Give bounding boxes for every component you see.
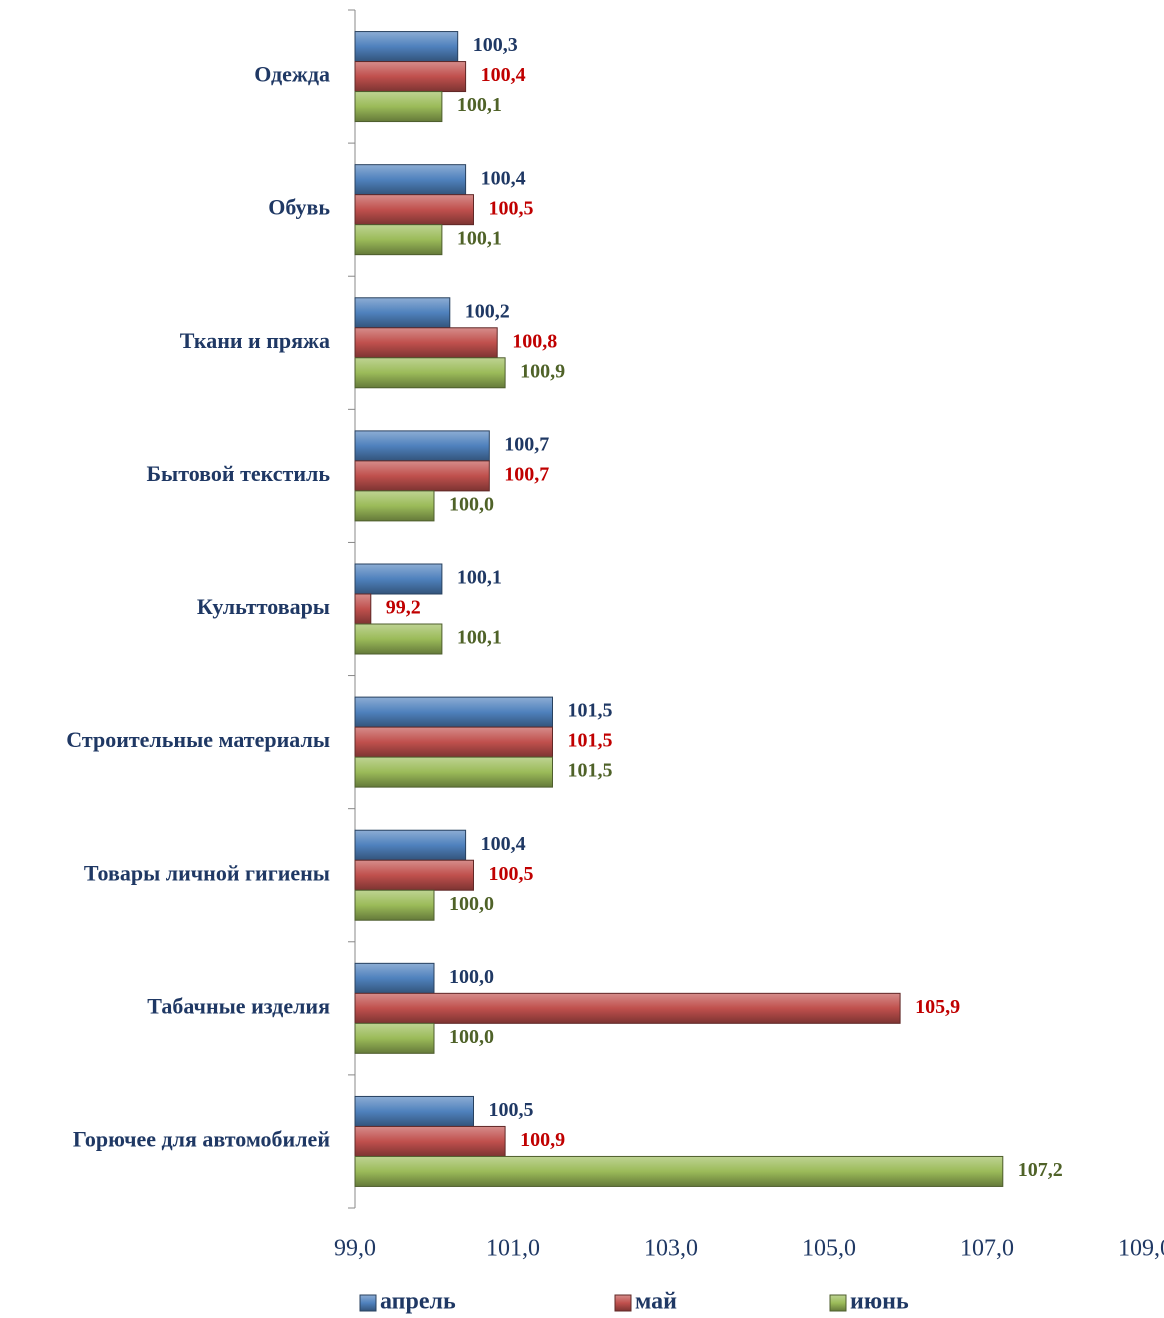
bar — [354, 1022, 435, 1054]
value-label: 100,0 — [449, 966, 494, 988]
bar — [354, 357, 506, 389]
x-tick-label: 101,0 — [486, 1236, 540, 1262]
value-label: 100,0 — [449, 1026, 494, 1048]
category-label: Культтовары — [197, 594, 330, 619]
bar — [354, 962, 435, 994]
bar — [354, 859, 474, 891]
bar — [354, 563, 443, 595]
x-tick-label: 99,0 — [334, 1236, 376, 1262]
bar — [354, 460, 490, 492]
legend-swatch — [829, 1294, 847, 1312]
bar — [354, 1155, 1004, 1187]
bar — [354, 61, 467, 93]
value-label: 101,5 — [568, 700, 613, 722]
value-label: 100,0 — [449, 893, 494, 915]
value-label: 100,4 — [481, 64, 526, 86]
value-label: 100,8 — [512, 330, 557, 352]
bar — [354, 593, 372, 625]
value-label: 99,2 — [386, 597, 421, 619]
bar — [354, 726, 553, 758]
legend-swatch — [359, 1294, 377, 1312]
value-label: 105,9 — [915, 996, 960, 1018]
value-label: 100,7 — [504, 433, 549, 455]
value-label: 100,0 — [449, 493, 494, 515]
category-label: Ткани и пряжа — [180, 328, 330, 353]
bar — [354, 829, 467, 861]
category-label: Горючее для автомобилей — [73, 1126, 330, 1151]
value-label: 100,5 — [489, 1099, 534, 1121]
value-label: 100,1 — [457, 94, 502, 116]
value-label: 100,4 — [481, 833, 526, 855]
value-label: 100,3 — [473, 34, 518, 56]
x-tick-label: 109,0 — [1118, 1236, 1164, 1262]
value-label: 100,5 — [489, 863, 534, 885]
value-label: 100,9 — [520, 1129, 565, 1151]
bar — [354, 623, 443, 655]
bar — [354, 430, 490, 462]
bar — [354, 889, 435, 921]
legend-swatch — [614, 1294, 632, 1312]
legend-label: май — [635, 1289, 677, 1315]
value-label: 100,2 — [465, 300, 510, 322]
bar — [354, 1125, 506, 1157]
bar — [354, 1095, 474, 1127]
value-label: 100,1 — [457, 627, 502, 649]
value-label: 101,5 — [568, 730, 613, 752]
category-label: Бытовой текстиль — [146, 461, 330, 486]
category-label: Обувь — [268, 195, 330, 220]
bar — [354, 194, 474, 226]
legend-label: июнь — [850, 1289, 909, 1315]
category-label: Строительные материалы — [66, 727, 330, 752]
bar — [354, 992, 901, 1024]
value-label: 100,5 — [489, 197, 534, 219]
legend-label: апрель — [380, 1289, 456, 1315]
value-label: 100,9 — [520, 360, 565, 382]
value-label: 100,1 — [457, 227, 502, 249]
bar — [354, 297, 451, 329]
value-label: 100,7 — [504, 463, 549, 485]
bar — [354, 756, 553, 788]
bar — [354, 164, 467, 196]
bar — [354, 490, 435, 522]
category-label: Табачные изделия — [147, 993, 330, 1018]
value-label: 101,5 — [568, 760, 613, 782]
category-label: Одежда — [254, 62, 330, 87]
bar — [354, 31, 459, 63]
bar — [354, 91, 443, 123]
value-label: 100,4 — [481, 167, 526, 189]
bar — [354, 224, 443, 256]
bar — [354, 327, 498, 359]
value-label: 107,2 — [1018, 1159, 1063, 1181]
category-label: Товары личной гигиены — [84, 860, 330, 885]
x-tick-label: 105,0 — [802, 1236, 856, 1262]
x-tick-label: 107,0 — [960, 1236, 1014, 1262]
x-tick-label: 103,0 — [644, 1236, 698, 1262]
bar — [354, 696, 553, 728]
value-label: 100,1 — [457, 567, 502, 589]
